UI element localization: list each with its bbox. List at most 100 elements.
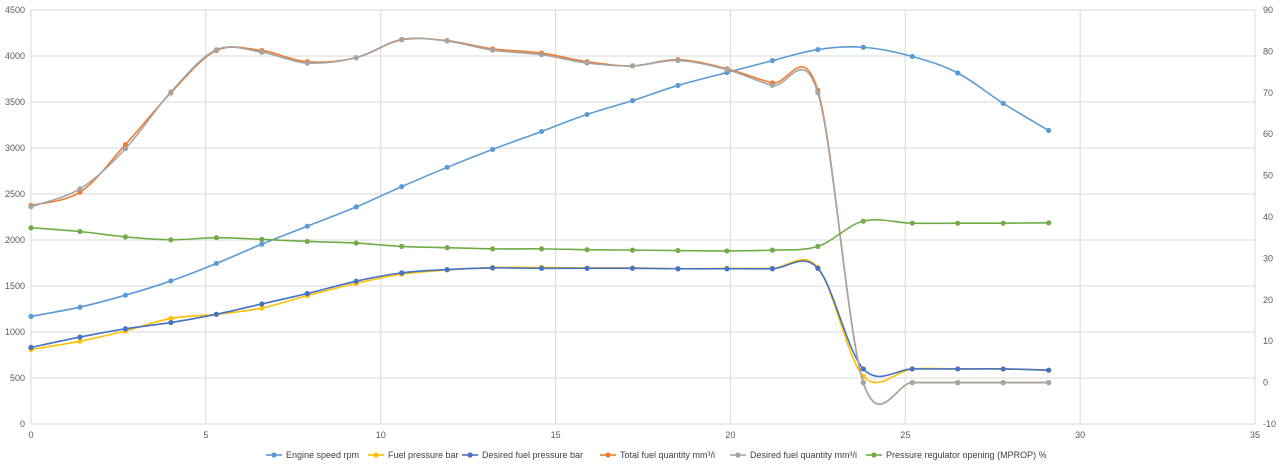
y-right-tick-label: 70	[1263, 88, 1273, 98]
data-point-engine-speed-rpm	[304, 223, 310, 229]
data-point-desired-fuel-quantity-mm-i	[815, 90, 821, 96]
data-point-desired-fuel-quantity-mm-i	[28, 204, 34, 210]
data-point-pressure-regulator-opening-mprop	[28, 225, 34, 231]
legend-marker-engine-speed-rpm	[271, 452, 277, 458]
data-point-engine-speed-rpm	[1046, 127, 1052, 134]
y-right-tick-label: -10	[1263, 419, 1276, 429]
data-point-desired-fuel-pressure-bar	[1046, 367, 1052, 373]
legend-label-desired-fuel-quantity-mm-i: Desired fuel quantity mm³/i	[750, 450, 857, 460]
data-point-engine-speed-rpm	[168, 278, 174, 284]
data-point-desired-fuel-pressure-bar	[724, 266, 730, 272]
data-point-desired-fuel-quantity-mm-i	[629, 63, 636, 69]
legend-entry-fuel-pressure-bar: Fuel pressure bar	[368, 450, 459, 460]
x-tick-label: 35	[1250, 430, 1260, 440]
data-point-desired-fuel-pressure-bar	[122, 326, 129, 332]
data-point-engine-speed-rpm	[584, 111, 590, 118]
data-point-desired-fuel-quantity-mm-i	[304, 60, 310, 66]
data-point-desired-fuel-pressure-bar	[769, 266, 775, 272]
data-point-pressure-regulator-opening-mprop	[1000, 220, 1006, 226]
data-point-pressure-regulator-opening-mprop	[168, 237, 174, 243]
data-point-desired-fuel-quantity-mm-i	[538, 52, 545, 58]
data-point-fuel-pressure-bar	[259, 305, 265, 311]
data-point-desired-fuel-pressure-bar	[168, 319, 174, 326]
data-point-pressure-regulator-opening-mprop	[259, 236, 265, 242]
data-point-pressure-regulator-opening-mprop	[77, 228, 83, 235]
y-left-tick-label: 0	[20, 419, 25, 429]
series-pressure-regulator-opening-mprop	[28, 218, 1052, 254]
data-point-desired-fuel-quantity-mm-i	[353, 55, 359, 61]
series-desired-fuel-pressure-bar	[28, 260, 1052, 378]
data-point-desired-fuel-pressure-bar	[860, 366, 866, 372]
data-point-pressure-regulator-opening-mprop	[909, 220, 915, 226]
legend-label-desired-fuel-pressure-bar: Desired fuel pressure bar	[482, 450, 583, 460]
data-point-desired-fuel-pressure-bar	[490, 265, 496, 271]
x-tick-label: 30	[1075, 430, 1085, 440]
y-right-tick-label: 60	[1263, 129, 1273, 139]
data-point-desired-fuel-pressure-bar	[584, 265, 590, 271]
data-point-engine-speed-rpm	[490, 146, 496, 152]
data-point-desired-fuel-pressure-bar	[955, 366, 961, 372]
x-tick-label: 5	[203, 430, 208, 440]
legend-marker-desired-fuel-quantity-mm-i	[735, 452, 741, 458]
y-left-tick-label: 3000	[5, 143, 25, 153]
series-line-engine-speed-rpm	[30, 46, 1050, 318]
y-left-tick-label: 1000	[5, 327, 25, 337]
legend-label-pressure-regulator-opening-mprop: Pressure regulator opening (MPROP) %	[886, 450, 1047, 460]
data-point-engine-speed-rpm	[629, 98, 636, 104]
x-tick-label: 10	[376, 430, 386, 440]
data-point-pressure-regulator-opening-mprop	[675, 247, 681, 254]
legend-marker-fuel-pressure-bar	[373, 452, 379, 458]
legend-entry-desired-fuel-quantity-mm-i: Desired fuel quantity mm³/i	[730, 450, 857, 460]
data-point-desired-fuel-pressure-bar	[77, 334, 83, 340]
data-point-desired-fuel-quantity-mm-i	[168, 89, 174, 95]
data-point-desired-fuel-pressure-bar	[399, 270, 405, 276]
legend-label-engine-speed-rpm: Engine speed rpm	[286, 450, 359, 460]
legend-marker-pressure-regulator-opening-mprop	[871, 452, 877, 458]
data-point-engine-speed-rpm	[815, 46, 821, 53]
data-point-pressure-regulator-opening-mprop	[860, 218, 866, 224]
y-right-tick-label: 50	[1263, 171, 1273, 181]
data-point-total-fuel-quantity-mm-i	[122, 141, 129, 148]
data-point-desired-fuel-quantity-mm-i	[860, 380, 866, 386]
data-point-desired-fuel-pressure-bar	[444, 266, 450, 273]
data-point-fuel-pressure-bar	[77, 338, 83, 344]
x-tick-label: 0	[28, 430, 33, 440]
data-point-pressure-regulator-opening-mprop	[815, 243, 821, 249]
y-left-tick-label: 4500	[5, 5, 25, 15]
data-point-desired-fuel-pressure-bar	[675, 266, 681, 272]
data-point-engine-speed-rpm	[1000, 100, 1006, 106]
data-point-pressure-regulator-opening-mprop	[304, 238, 310, 245]
legend-marker-desired-fuel-pressure-bar	[467, 452, 473, 458]
y-left-tick-label: 500	[10, 373, 25, 383]
data-point-engine-speed-rpm	[213, 260, 219, 267]
data-point-engine-speed-rpm	[769, 58, 775, 64]
data-point-desired-fuel-quantity-mm-i	[769, 82, 775, 88]
y-right-tick-label: 80	[1263, 46, 1273, 56]
data-point-desired-fuel-quantity-mm-i	[122, 146, 129, 152]
y-right-tick-label: 20	[1263, 295, 1273, 305]
data-point-engine-speed-rpm	[860, 44, 866, 50]
data-point-pressure-regulator-opening-mprop	[724, 248, 730, 254]
data-point-desired-fuel-pressure-bar	[815, 265, 821, 271]
grid-layer	[30, 9, 1256, 425]
y-right-tick-label: 90	[1263, 5, 1273, 15]
data-point-pressure-regulator-opening-mprop	[769, 247, 775, 253]
legend: Engine speed rpm Fuel pressure bar Desired…	[266, 450, 1047, 460]
legend-label-fuel-pressure-bar: Fuel pressure bar	[388, 450, 459, 460]
data-point-fuel-pressure-bar	[168, 315, 174, 322]
series-line-desired-fuel-quantity-mm-i	[30, 37, 1049, 405]
axis-layer: 050010001500200025003000350040004500-100…	[5, 5, 1276, 440]
data-point-engine-speed-rpm	[353, 204, 359, 210]
series-line-desired-fuel-pressure-bar	[30, 260, 1049, 378]
data-point-desired-fuel-quantity-mm-i	[909, 380, 915, 386]
data-point-desired-fuel-pressure-bar	[353, 278, 359, 284]
y-right-tick-label: 0	[1263, 378, 1268, 388]
data-point-engine-speed-rpm	[909, 53, 915, 60]
data-point-desired-fuel-quantity-mm-i	[1046, 380, 1052, 386]
data-point-pressure-regulator-opening-mprop	[629, 247, 636, 253]
data-point-engine-speed-rpm	[259, 241, 265, 247]
data-point-desired-fuel-pressure-bar	[538, 265, 545, 271]
y-right-tick-label: 10	[1263, 336, 1273, 346]
